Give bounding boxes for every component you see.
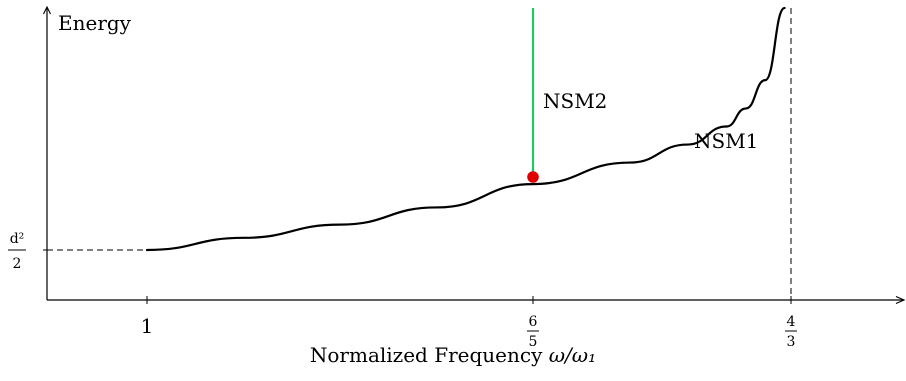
y-tick-num: d² xyxy=(10,231,25,247)
axes: Energy 1 6 5 4 3 d² 2 xyxy=(8,5,906,350)
nsm1-label: NSM1 xyxy=(694,129,758,153)
y-tick-den: 2 xyxy=(13,256,22,272)
y-tick-d2-over-2: d² 2 xyxy=(8,231,51,272)
guides xyxy=(47,8,792,300)
series-nsm2: NSM2 xyxy=(531,8,607,177)
x-tick-1: 1 xyxy=(141,296,154,338)
x-axis-label-text: Normalized Frequency xyxy=(309,343,543,367)
y-axis-label: Energy xyxy=(58,11,132,35)
x-axis-label: Normalized Frequency ω/ω₁ xyxy=(0,343,906,367)
x-tick-4-3-num: 4 xyxy=(787,314,796,330)
red-marker xyxy=(527,171,539,183)
y-axis-arrow xyxy=(43,5,51,15)
x-tick-6-5-den: 5 xyxy=(529,334,538,350)
nsm2-label: NSM2 xyxy=(543,89,607,113)
x-tick-6-5: 6 5 xyxy=(527,296,539,350)
series-nsm1: NSM1 xyxy=(145,6,786,252)
nsm1-curve xyxy=(145,6,786,252)
x-tick-1-label: 1 xyxy=(141,314,154,338)
x-tick-4-3-den: 3 xyxy=(787,334,796,350)
x-tick-6-5-num: 6 xyxy=(529,314,538,330)
x-axis-arrow xyxy=(895,295,906,305)
x-axis-label-math: ω/ω₁ xyxy=(548,343,597,367)
x-tick-4-3: 4 3 xyxy=(785,296,797,350)
